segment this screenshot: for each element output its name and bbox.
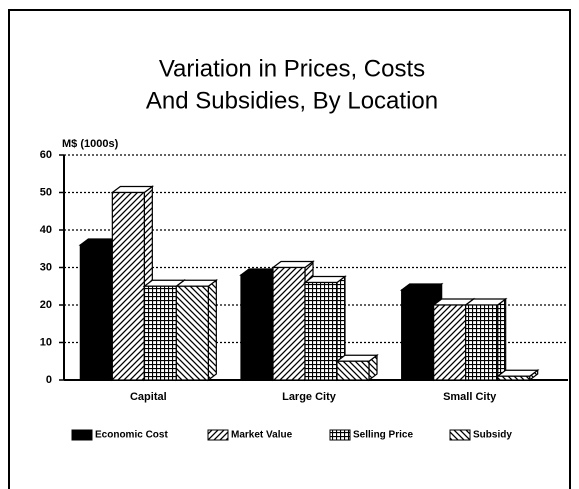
y-tick-label: 40 [40,224,52,236]
y-tick-label: 20 [40,299,52,311]
bar-front [240,274,274,381]
legend-label: Subsidy [473,430,512,441]
legend-swatch [71,429,93,441]
bar-top [335,354,379,362]
chart-title: And Subsidies, By Location [146,87,438,114]
y-axis-label: M$ (1000s) [62,138,119,150]
bar-front [304,281,338,381]
frame [8,9,571,489]
bar-top [399,283,444,291]
bar-front [401,289,435,381]
bar-front [336,360,370,381]
bar-top [463,298,508,306]
legend-label: Economic Cost [95,430,168,441]
legend-swatch [329,429,351,441]
bar-top [495,369,540,377]
x-tick-label: Large City [282,391,337,403]
bar [495,369,540,382]
bar [174,279,219,382]
bar-top [303,275,347,284]
y-tick-label: 30 [40,261,52,273]
bar [303,275,347,382]
legend-swatch [449,429,471,441]
bar [463,297,508,382]
bar-top [110,185,155,194]
chart-title: Variation in Prices, Costs [159,55,425,82]
bar-top [271,260,315,269]
bar-side [207,279,217,382]
bar-front [111,191,145,381]
legend-label: Market Value [231,430,293,441]
legend-label: Selling Price [353,430,413,441]
bar-front [79,244,113,381]
x-tick-label: Small City [443,391,497,403]
bar-side [497,297,507,382]
bar-top [174,279,219,287]
bar [110,185,155,382]
y-tick-label: 50 [40,186,52,198]
bar-front [465,304,499,381]
bar-front [143,285,177,381]
bar-front [433,304,467,381]
bar [335,354,379,382]
y-tick-label: 60 [40,149,52,161]
bar-front [272,266,306,381]
y-tick-label: 0 [46,374,52,386]
bar-front [497,375,531,381]
y-tick-label: 10 [40,336,52,348]
x-tick-label: Capital [130,391,167,403]
legend-swatch [207,429,229,441]
bar-front [175,285,209,381]
